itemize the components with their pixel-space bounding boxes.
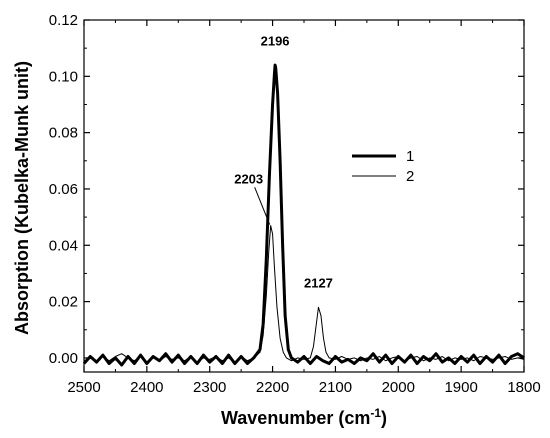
series-line-2: [83, 225, 525, 363]
y-axis-label: Absorption (Kubelka-Munk unit): [12, 61, 32, 335]
x-axis-label: Wavenumber (cm-1): [221, 406, 387, 428]
x-axis-label-suffix: ): [381, 408, 387, 428]
x-tick-label: 2500: [67, 379, 100, 396]
legend-label-1: 1: [406, 148, 414, 165]
x-tick-label: 2000: [382, 379, 415, 396]
x-tick-label: 2400: [130, 379, 163, 396]
y-tick-label: 0.08: [49, 125, 78, 142]
axes: [83, 19, 525, 373]
legend-label-2: 2: [406, 168, 414, 185]
peak-leader-line: [254, 187, 271, 225]
x-tick-label: 2300: [193, 379, 226, 396]
series-layer: [82, 63, 525, 367]
y-tick-label: 0.12: [49, 12, 78, 29]
series-line-1: [82, 63, 525, 367]
annotations: 2196 2203 2127: [234, 33, 333, 290]
y-tick-label: 0.04: [49, 237, 78, 254]
x-tick-label: 1800: [507, 379, 540, 396]
peak-label-2196: 2196: [261, 33, 290, 48]
y-tick-label: 0.06: [49, 181, 78, 198]
y-tick-label: 0.10: [49, 68, 78, 85]
ticks: 2500 2400 2300 2200 2100 2000 1900 1800 0.00 0.02…: [49, 12, 541, 396]
legend: 12: [352, 148, 414, 185]
peak-label-2127: 2127: [304, 276, 333, 291]
x-axis-label-main: Wavenumber (cm: [221, 408, 370, 428]
x-tick-label: 2200: [256, 379, 289, 396]
peak-label-2203: 2203: [234, 171, 263, 186]
plot-frame: [83, 19, 525, 373]
x-tick-label: 2100: [319, 379, 352, 396]
x-axis-label-superscript: -1: [370, 406, 381, 420]
y-tick-label: 0.02: [49, 294, 78, 311]
y-tick-label: 0.00: [49, 350, 78, 367]
x-tick-label: 1900: [444, 379, 477, 396]
